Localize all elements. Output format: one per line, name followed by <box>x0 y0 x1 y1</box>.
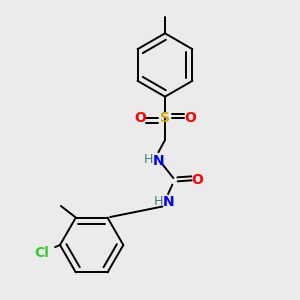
Text: N: N <box>163 195 174 209</box>
Text: H: H <box>144 154 153 166</box>
Text: N: N <box>152 154 164 168</box>
Text: H: H <box>154 195 163 208</box>
Text: O: O <box>134 111 146 125</box>
Text: O: O <box>184 111 196 125</box>
Text: O: O <box>192 173 204 187</box>
Text: S: S <box>160 111 170 125</box>
Text: Cl: Cl <box>34 246 49 260</box>
